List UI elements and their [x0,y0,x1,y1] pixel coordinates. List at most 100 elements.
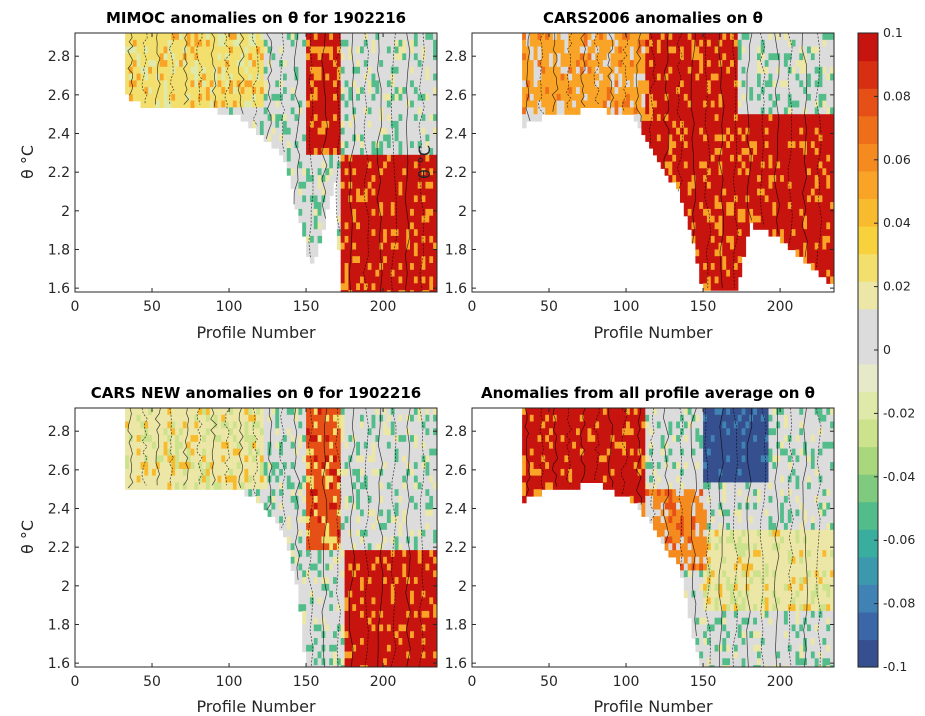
heatmap-cell [375,53,380,61]
heatmap-cell [317,39,323,48]
heatmap-cell [371,202,376,210]
heatmap-cell [321,120,326,129]
heatmap-cell [757,39,762,48]
heatmap-cell [309,93,315,102]
heatmap-cell [710,188,716,196]
heatmap-cell [190,46,195,54]
heatmap-cell [125,80,130,88]
heatmap-cell [344,181,350,190]
heatmap-cell [795,66,800,75]
heatmap-cell [556,80,562,88]
heatmap-cell [225,448,230,456]
heatmap-cell [155,39,161,48]
heatmap-cell [321,583,326,592]
heatmap-cell [302,462,307,470]
heatmap-cell [810,181,816,190]
heatmap-cell [776,141,781,149]
heatmap-cell [344,195,350,203]
heatmap-cell [672,154,677,163]
heatmap-cell [144,408,149,416]
heatmap-cell [340,631,346,639]
heatmap-cell [413,222,419,230]
heatmap-cell [676,80,681,88]
heatmap-cell [290,462,296,470]
heatmap-cell [283,60,288,68]
heatmap-cell [799,249,804,257]
heatmap-cell [175,414,180,423]
heatmap-cell [706,39,712,48]
heatmap-cell [356,276,361,284]
heatmap-cell [410,154,415,163]
heatmap-cell [529,66,535,75]
heatmap-cell [672,134,677,142]
heatmap-cell [433,161,437,169]
heatmap-cell [367,120,373,129]
heatmap-cell [375,215,380,224]
heatmap-cell [772,148,777,156]
heatmap-cell [410,66,415,75]
heatmap-cell [787,181,793,190]
heatmap-cell [186,475,192,483]
heatmap-cell [672,33,677,41]
heatmap-cell [818,188,824,196]
heatmap-cell [375,181,380,190]
heatmap-cell [649,141,654,149]
heatmap-cell [787,175,793,183]
heatmap-cell [329,583,334,592]
heatmap-cell [163,46,169,54]
heatmap-cell [545,66,550,75]
heatmap-cell [722,188,727,196]
heatmap-cell [298,188,303,196]
heatmap-cell [737,66,743,75]
heatmap-cell [830,87,834,95]
heatmap-cell [830,100,834,108]
heatmap-cell [706,215,712,224]
heatmap-cell [360,181,365,190]
heatmap-cell [344,46,350,54]
heatmap-cell [525,107,531,115]
heatmap-cell [302,73,307,81]
heatmap-cell [286,543,292,551]
heatmap-cell [676,107,681,115]
heatmap-cell [599,39,604,48]
heatmap-cell [810,168,816,176]
heatmap-cell [768,175,773,183]
heatmap-cell [718,120,723,129]
heatmap-cell [768,120,773,129]
heatmap-cell [340,93,346,102]
heatmap-cell [741,208,747,217]
heatmap-cell [155,80,161,88]
heatmap-cell [325,509,330,517]
heatmap-cell [340,563,346,571]
heatmap-cell [757,46,762,54]
heatmap-cell [429,195,434,203]
heatmap-cell [749,141,754,149]
heatmap-cell [799,222,804,230]
heatmap-cell [221,441,226,450]
heatmap-cell [317,665,323,667]
heatmap-cell [202,87,207,95]
heatmap-cell [737,33,743,41]
heatmap-cell [213,435,219,443]
heatmap-cell [599,53,604,61]
heatmap-cell [576,100,581,108]
heatmap-cell [190,441,195,450]
heatmap-cell [668,114,673,122]
heatmap-cell [764,80,770,88]
heatmap-cell [336,509,342,517]
heatmap-cell [653,107,658,115]
heatmap-cell [159,414,165,423]
heatmap-cell [522,33,527,41]
heatmap-cell [768,229,773,237]
heatmap-cell [167,33,172,41]
heatmap-cell [591,73,596,81]
heatmap-cell [749,93,754,102]
heatmap-cell [309,624,315,632]
heatmap-cell [279,408,284,416]
heatmap-cell [155,421,161,429]
heatmap-cell [306,46,311,54]
heatmap-cell [710,242,716,251]
heatmap-cell [413,141,419,149]
heatmap-cell [298,414,303,423]
heatmap-cell [799,175,804,183]
